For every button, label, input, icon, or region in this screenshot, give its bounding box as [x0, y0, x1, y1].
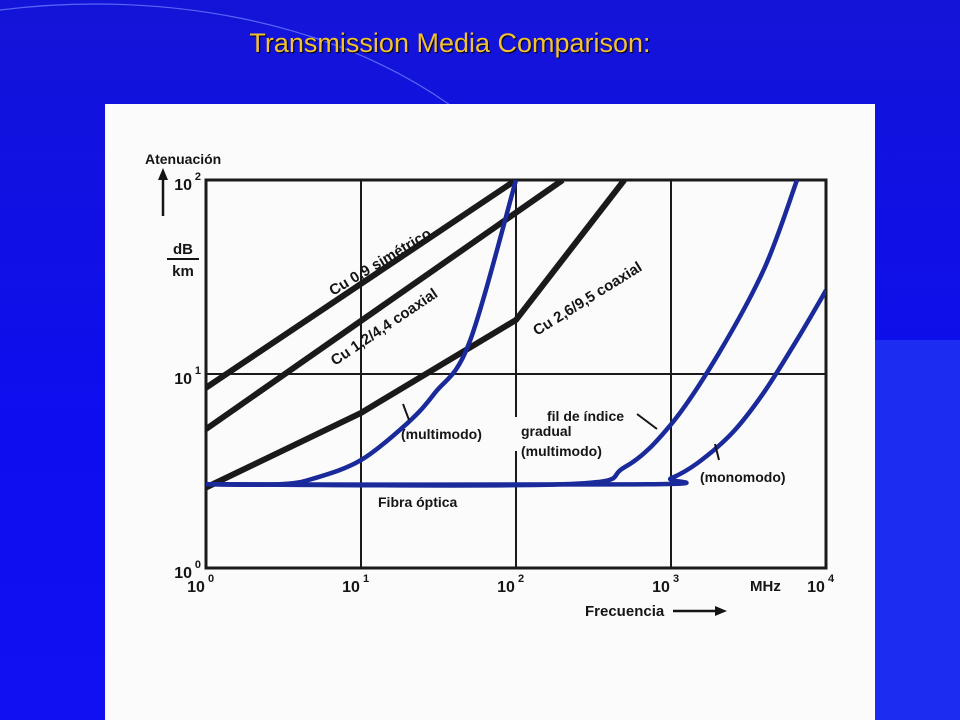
x-tick-exp: 4 [828, 573, 835, 585]
annotation-1: Fibra óptica [378, 494, 458, 510]
x-tick-label: 10 3 [652, 573, 679, 596]
leader-line [402, 403, 410, 421]
y-tick-base: 10 [174, 565, 192, 582]
x-tick-exp: 2 [518, 573, 524, 585]
x-tick-label: 10 2 [497, 573, 524, 596]
x-tick-exp: 0 [208, 573, 214, 585]
x-tick-label: 10 0 [187, 573, 214, 596]
y-tick-base: 10 [174, 177, 192, 194]
series-line-2 [206, 180, 565, 432]
x-tick-base: 10 [342, 579, 360, 596]
x-tick-base: 10 [187, 579, 205, 596]
y-unit-numerator: dB [173, 241, 193, 258]
series-line-6 [206, 289, 826, 487]
series-group [206, 180, 826, 491]
y-tick-exp: 0 [195, 559, 201, 571]
x-tick-label: 10 4 [807, 573, 835, 596]
annotation-2: (multimodo) [401, 426, 482, 442]
leader-line [714, 443, 720, 461]
annotation-6: (monomodo) [700, 469, 786, 485]
x-tick-base: 10 [652, 579, 670, 596]
y-axis-label: Atenuación [145, 151, 221, 167]
label-knockout [507, 417, 567, 451]
series-line-1 [206, 180, 518, 391]
decorative-blue-panel [870, 340, 960, 720]
series-label-1: Cu 0,9 simétrico [326, 225, 434, 299]
y-tick-exp: 2 [195, 171, 201, 183]
y-tick-exp: 1 [195, 365, 201, 377]
x-tick-label: 10 1 [342, 573, 369, 596]
y-tick-label: 10 0 [174, 559, 201, 582]
x-axis-label: Frecuencia [585, 603, 665, 620]
slide-title: Transmission Media Comparison: [249, 28, 651, 58]
x-axis-arrowhead [715, 606, 727, 616]
x-tick-exp: 1 [363, 573, 369, 585]
x-tick-exp: 3 [673, 573, 679, 585]
y-tick-base: 10 [174, 371, 192, 388]
y-unit-denominator: km [172, 263, 194, 280]
x-tick-base: 10 [807, 579, 825, 596]
annotation-5: (multimodo) [521, 443, 602, 459]
x-unit-label: MHz [750, 578, 781, 595]
series-label-3: Cu 2,6/9,5 coaxial [530, 259, 645, 340]
y-axis-arrowhead [158, 168, 168, 180]
chart-figure: Cu 0,9 simétrico Cu 1,2/4,4 coaxial Cu 2,6… [105, 104, 875, 720]
series-line-3 [206, 180, 627, 491]
annotation-3: fil de índice [547, 408, 624, 424]
annotation-4: gradual [521, 423, 572, 439]
y-tick-label: 10 1 [174, 365, 201, 388]
y-tick-label: 10 2 [174, 171, 201, 194]
leader-line [636, 413, 658, 430]
x-tick-base: 10 [497, 579, 515, 596]
